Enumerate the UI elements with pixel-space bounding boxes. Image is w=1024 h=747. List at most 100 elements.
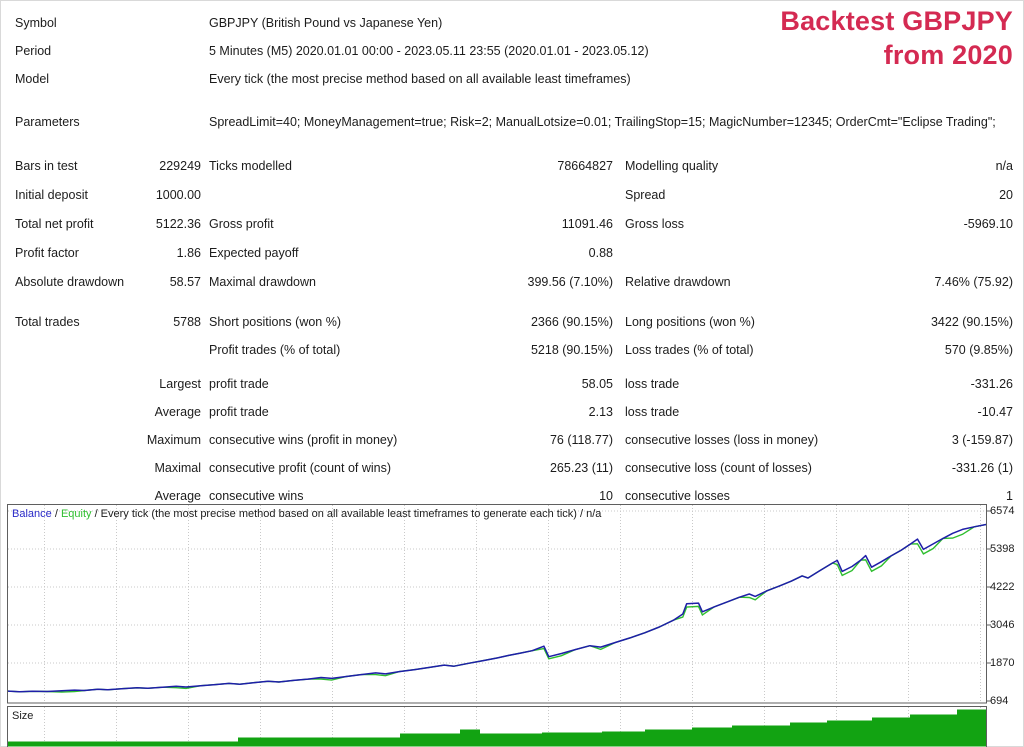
stat-value: 229249 bbox=[159, 158, 201, 173]
lot-size-bar bbox=[910, 714, 957, 747]
lot-size-bar bbox=[827, 720, 872, 747]
col3-group: consecutive loss (count of losses) -331.2… bbox=[613, 454, 1013, 482]
stat-wide-value: SpreadLimit=40; MoneyManagement=true; Ri… bbox=[209, 114, 996, 129]
col2-group: profit trade 2.13 bbox=[201, 398, 613, 426]
report-row: Parameters SpreadLimit=40; MoneyManagemen… bbox=[15, 93, 1013, 151]
col1-group: Symbol bbox=[15, 9, 201, 37]
col2-group: consecutive profit (count of wins) 265.23… bbox=[201, 454, 613, 482]
stat-value: 265.23 (11) bbox=[549, 461, 613, 475]
col2-group: profit trade 58.05 bbox=[201, 370, 613, 398]
stat-value: 11091.46 bbox=[561, 216, 613, 231]
report-row: Period 5 Minutes (M5) 2020.01.01 00:00 - … bbox=[15, 37, 1013, 65]
stat-value: Average bbox=[154, 489, 201, 503]
stat-value: 3 (-159.87) bbox=[951, 433, 1013, 447]
stat-value: Average bbox=[154, 405, 201, 419]
col3-group: Long positions (won %) 3422 (90.15%) bbox=[613, 308, 1013, 336]
report-row: Profit trades (% of total) 5218 (90.15%) L… bbox=[15, 336, 1013, 364]
stat-value: 0.88 bbox=[588, 245, 613, 260]
report-row: Bars in test 229249 Ticks modelled 78664827… bbox=[15, 151, 1013, 180]
report-row: Average profit trade 2.13 loss trade -10.47 bbox=[15, 398, 1013, 426]
stat-label: Profit trades (% of total) bbox=[209, 343, 341, 357]
stat-value: 5218 (90.15%) bbox=[530, 343, 613, 357]
col3-group: Modelling quality n/a bbox=[613, 151, 1013, 180]
y-axis-label: 4222 bbox=[990, 581, 1015, 593]
stat-value: Maximum bbox=[146, 433, 201, 447]
stat-label: consecutive losses bbox=[625, 489, 730, 503]
stat-value: 58.57 bbox=[169, 274, 201, 289]
stat-label: loss trade bbox=[625, 405, 680, 419]
report-row: Absolute drawdown 58.57 Maximal drawdown 39… bbox=[15, 267, 1013, 296]
stat-wide-value: GBPJPY (British Pound vs Japanese Yen) bbox=[209, 15, 443, 30]
stat-value: 399.56 (7.10%) bbox=[527, 274, 613, 289]
y-axis-label: 694 bbox=[990, 695, 1009, 707]
col2-group: consecutive wins 10 bbox=[201, 482, 613, 510]
report-row: Total trades 5788 Short positions (won %) 2… bbox=[15, 308, 1013, 336]
col2-group: consecutive wins (profit in money) 76 (11… bbox=[201, 426, 613, 454]
stat-label: profit trade bbox=[209, 377, 269, 391]
col2-group: Gross profit 11091.46 bbox=[201, 209, 613, 238]
stat-label: Bars in test bbox=[15, 158, 78, 173]
stat-label: Long positions (won %) bbox=[625, 315, 755, 329]
stat-label: Period bbox=[15, 44, 52, 58]
report-row: Maximum consecutive wins (profit in money… bbox=[15, 426, 1013, 454]
col3-group: Loss trades (% of total) 570 (9.85%) bbox=[613, 336, 1013, 364]
lot-size-bar bbox=[238, 737, 400, 747]
col1-group: Period bbox=[15, 37, 201, 65]
lot-size-bar bbox=[790, 722, 827, 747]
report-row: Initial deposit 1000.00 Spread 20 bbox=[15, 180, 1013, 209]
stat-label: consecutive wins (profit in money) bbox=[209, 433, 398, 447]
stat-label: loss trade bbox=[625, 377, 680, 391]
stat-value: 1000.00 bbox=[155, 187, 201, 202]
stat-label: Ticks modelled bbox=[209, 158, 292, 173]
stat-label: Maximal drawdown bbox=[209, 274, 316, 289]
stat-value: 10 bbox=[599, 489, 613, 503]
col1-group bbox=[15, 336, 201, 364]
size-panel-label: Size bbox=[12, 710, 33, 722]
col1-group: Maximal bbox=[15, 454, 201, 482]
stat-value: Maximal bbox=[154, 461, 201, 475]
stat-wide-value: 5 Minutes (M5) 2020.01.01 00:00 - 2023.0… bbox=[209, 43, 649, 58]
col3-group: loss trade -10.47 bbox=[613, 398, 1013, 426]
lot-size-bar bbox=[872, 717, 910, 747]
col2-group: Expected payoff 0.88 bbox=[201, 238, 613, 267]
stat-label: Spread bbox=[625, 187, 666, 202]
balance-line bbox=[7, 523, 987, 693]
col3-group bbox=[613, 238, 1013, 267]
lot-size-bar bbox=[957, 709, 986, 747]
lot-size-bar bbox=[732, 725, 790, 747]
stat-value: 5122.36 bbox=[155, 216, 201, 231]
page-title-line2: from 2020 bbox=[883, 39, 1013, 70]
stat-value: 58.05 bbox=[581, 377, 613, 391]
col3-group: Relative drawdown 7.46% (75.92) bbox=[613, 267, 1013, 296]
stat-label: Short positions (won %) bbox=[209, 315, 342, 329]
stat-label: Expected payoff bbox=[209, 245, 299, 260]
stat-value: 7.46% (75.92) bbox=[934, 274, 1013, 289]
lot-size-bar bbox=[602, 731, 645, 747]
report-row: Model Every tick (the most precise method… bbox=[15, 65, 1013, 93]
col1-group: Bars in test 229249 bbox=[15, 151, 201, 180]
col3-group: Gross loss -5969.10 bbox=[613, 209, 1013, 238]
stat-label: Relative drawdown bbox=[625, 274, 731, 289]
stat-label: consecutive profit (count of wins) bbox=[209, 461, 392, 475]
stat-value: -331.26 bbox=[970, 377, 1013, 391]
stat-label: consecutive wins bbox=[209, 489, 304, 503]
stat-value: 570 (9.85%) bbox=[944, 343, 1013, 357]
y-axis-label: 6574 bbox=[990, 505, 1015, 517]
stat-value: -10.47 bbox=[977, 405, 1013, 419]
report-row: Total net profit 5122.36 Gross profit 11091… bbox=[15, 209, 1013, 238]
lot-size-chart: Size bbox=[1, 706, 1024, 747]
col2-group: Maximal drawdown 399.56 (7.10%) bbox=[201, 267, 613, 296]
col2-group: Ticks modelled 78664827 bbox=[201, 151, 613, 180]
stat-value: -331.26 (1) bbox=[951, 461, 1013, 475]
stat-label: profit trade bbox=[209, 405, 269, 419]
stat-value: 2366 (90.15%) bbox=[530, 315, 613, 329]
stat-label: Total net profit bbox=[15, 216, 94, 231]
stat-value: 1.86 bbox=[176, 245, 201, 260]
report-row: Profit factor 1.86 Expected payoff 0.88 bbox=[15, 238, 1013, 267]
col1-group: Model bbox=[15, 65, 201, 93]
y-axis-label: 1870 bbox=[990, 657, 1015, 669]
stat-label: Initial deposit bbox=[15, 187, 88, 202]
col1-group: Profit factor 1.86 bbox=[15, 238, 201, 267]
y-axis-label: 3046 bbox=[990, 619, 1015, 631]
col3-group: consecutive losses (loss in money) 3 (-15… bbox=[613, 426, 1013, 454]
